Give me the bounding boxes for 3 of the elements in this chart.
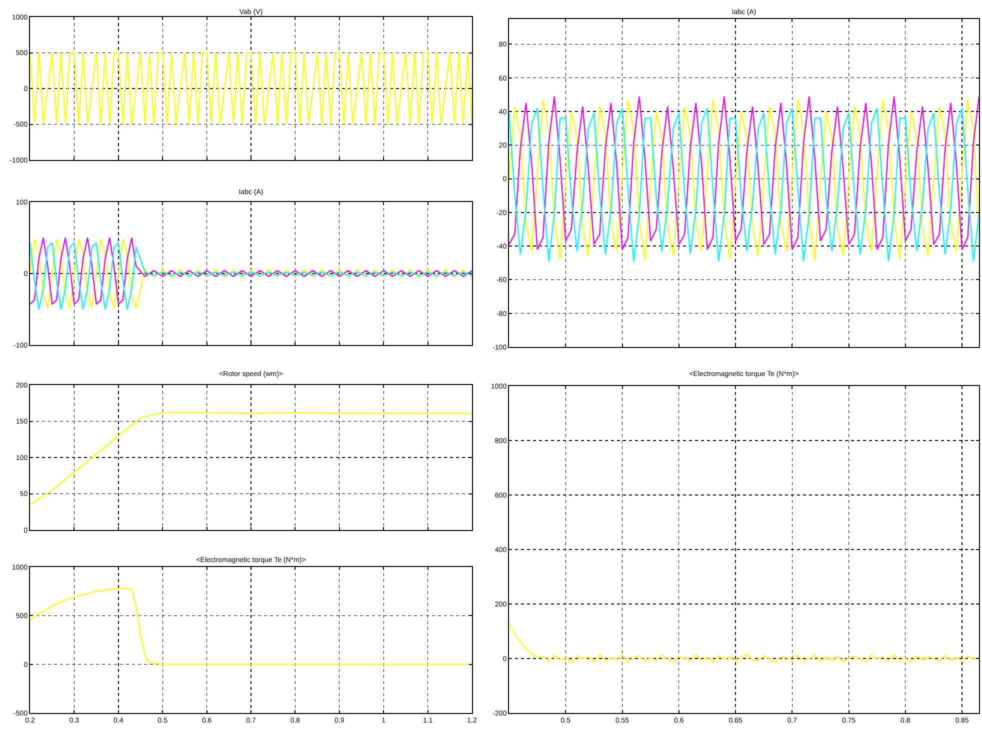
line-series	[30, 588, 472, 665]
line-series	[509, 622, 979, 664]
line-series	[30, 412, 472, 506]
